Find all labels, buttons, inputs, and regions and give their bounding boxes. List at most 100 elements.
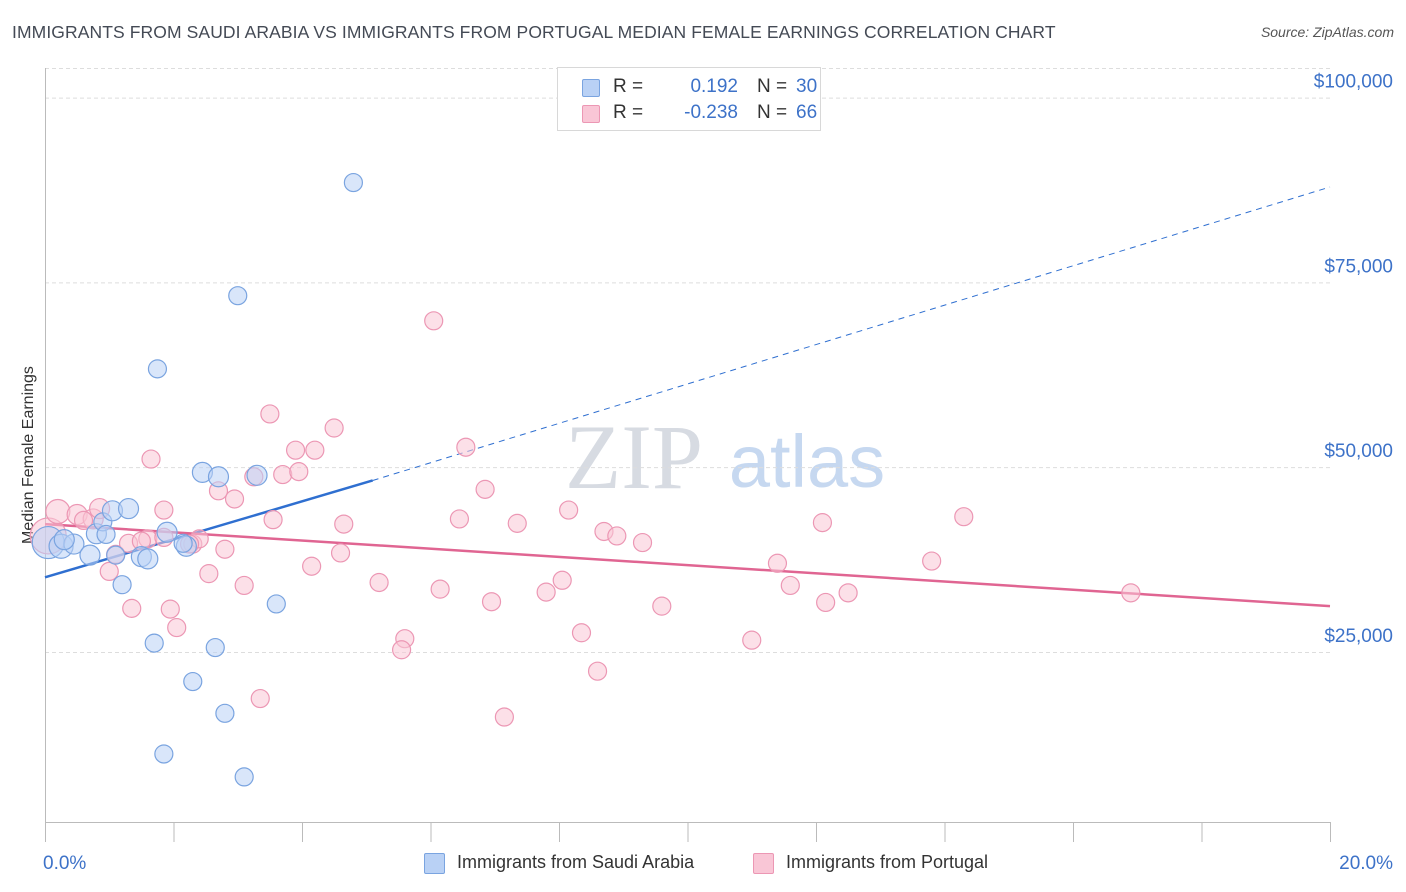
portugal-point (141, 449, 161, 469)
saudi-arabia-point (266, 594, 286, 614)
portugal-legend-swatch (753, 853, 774, 874)
y-tick-label: $50,000 (1324, 441, 1393, 462)
portugal-point (1121, 583, 1141, 603)
portugal-point (559, 500, 579, 520)
portugal-point (494, 707, 514, 727)
saudi-arabia-point (154, 744, 174, 764)
saudi-arabia-point (112, 575, 132, 595)
legend-label: Immigrants from Saudi Arabia (457, 852, 695, 872)
n-value: 66 (796, 102, 818, 123)
portugal-point (652, 596, 672, 616)
saudi-arabia-point (106, 545, 126, 565)
portugal-point (330, 543, 351, 563)
portugal-point (816, 592, 836, 613)
x-tick-label: 0.0% (43, 853, 86, 874)
saudi-arabia-point (246, 464, 268, 486)
saudi-arabia-trend-line (44, 479, 374, 579)
portugal-point (73, 510, 94, 531)
portugal-point (302, 556, 322, 576)
portugal-point (507, 513, 527, 533)
portugal-swatch (582, 105, 600, 123)
r-label: R = (613, 76, 644, 97)
portugal-point (767, 553, 788, 573)
saudi-arabia-point (156, 521, 178, 543)
portugal-point (324, 418, 344, 438)
saudi-arabia-point (147, 359, 168, 379)
saudi-arabia-point (215, 703, 235, 723)
legend-label: Immigrants from Portugal (786, 852, 989, 872)
portugal-point (224, 489, 245, 509)
saudi-arabia-point (96, 524, 116, 545)
portugal-point (122, 598, 142, 618)
portugal-point (481, 592, 502, 612)
n-label: N = (757, 76, 788, 97)
chart-title: IMMIGRANTS FROM SAUDI ARABIA VS IMMIGRAN… (12, 22, 1056, 42)
portugal-point (260, 404, 280, 424)
portugal-point (587, 661, 608, 681)
portugal-point (475, 479, 495, 499)
portugal-point (571, 623, 592, 643)
y-tick-label: $25,000 (1324, 626, 1393, 647)
portugal-point (215, 539, 235, 559)
portugal-point (456, 437, 476, 457)
saudi-arabia-point (228, 286, 248, 306)
portugal-point (167, 617, 187, 638)
portugal-point (285, 440, 306, 460)
portugal-point (273, 464, 293, 485)
source-label: Source: ZipAtlas.com (1260, 24, 1394, 40)
y-tick-label: $75,000 (1324, 256, 1393, 277)
portugal-point (263, 510, 283, 530)
y-tick-label: $100,000 (1314, 72, 1393, 93)
portugal-point (536, 582, 556, 602)
portugal-point (780, 575, 800, 596)
r-value: 0.192 (690, 76, 738, 97)
saudi-arabia-point (207, 466, 230, 488)
saudi-arabia-trend-extension (372, 186, 1331, 481)
portugal-point (199, 564, 219, 584)
saudi-arabia-swatch (582, 79, 600, 97)
portugal-point (289, 462, 309, 482)
watermark-atlas: atlas (729, 420, 885, 503)
saudi-arabia-point (144, 633, 164, 653)
r-value: -0.238 (684, 102, 738, 123)
stats-legend: R = 0.192 N = 30 R = -0.238 N = 66 (557, 67, 821, 131)
saudi-arabia-point (79, 544, 101, 566)
portugal-point (838, 583, 858, 603)
portugal-point (334, 514, 354, 534)
portugal-point (160, 599, 180, 619)
saudi-arabia-point (117, 497, 140, 520)
portugal-point (632, 532, 653, 553)
portugal-point (234, 575, 254, 596)
portugal-point (369, 572, 389, 593)
r-label: R = (613, 102, 644, 123)
saudi-arabia-point (343, 172, 363, 193)
saudi-arabia-point (183, 671, 203, 692)
saudi-arabia-point (234, 767, 254, 787)
portugal-point (430, 579, 450, 599)
portugal-point (250, 688, 270, 709)
portugal-point (552, 570, 572, 590)
saudi-arabia-point (173, 533, 193, 553)
portugal-point (45, 498, 71, 525)
n-label: N = (757, 102, 788, 123)
portugal-point (954, 507, 974, 527)
portugal-point (154, 500, 174, 520)
saudi-arabia-point (205, 637, 225, 658)
portugal-point (812, 513, 833, 533)
portugal-point (391, 640, 412, 660)
portugal-point (99, 561, 119, 582)
portugal-point (607, 526, 627, 546)
portugal-point (922, 551, 942, 571)
x-tick-label: 20.0% (1339, 853, 1393, 874)
saudi-arabia-point (53, 529, 75, 551)
portugal-point (742, 630, 762, 650)
saudi-arabia-point (137, 548, 159, 570)
portugal-point (424, 311, 444, 331)
portugal-trend-line (44, 522, 1331, 608)
watermark-zip: ZIP (565, 406, 703, 508)
portugal-point (449, 509, 470, 529)
n-value: 30 (796, 76, 818, 97)
saudi-arabia-legend-swatch (424, 853, 445, 874)
portugal-point (305, 440, 325, 460)
